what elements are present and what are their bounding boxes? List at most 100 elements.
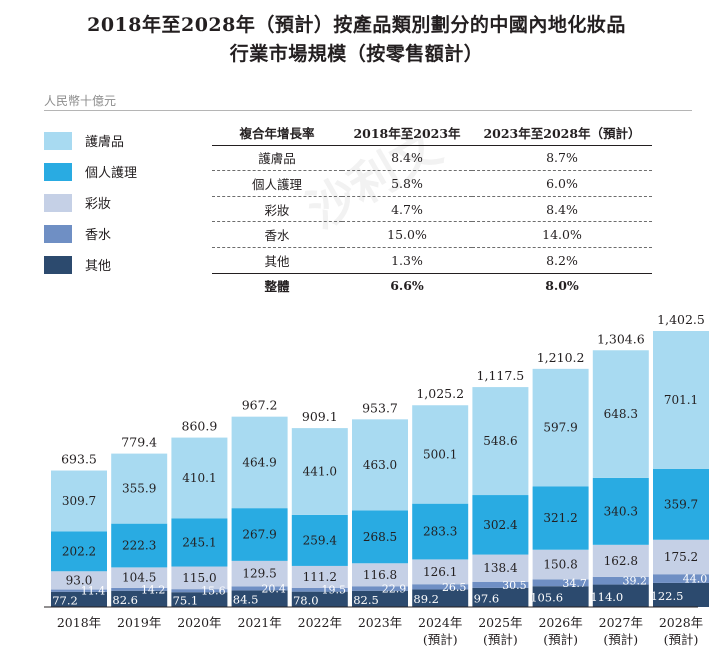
- data-label-others: 75.1: [173, 594, 199, 608]
- bar-segment: [532, 368, 589, 487]
- bar-segment: [291, 591, 348, 607]
- chart-title-line2: 行業市場規模（按零售額計）: [229, 43, 484, 65]
- cagr-row: 其他 1.3% 8.2%: [212, 247, 652, 274]
- data-label-others: 89.2: [413, 592, 439, 606]
- x-tick-label: 2019年: [117, 615, 161, 630]
- data-label-personal-care: 359.7: [664, 497, 698, 511]
- x-tick-label: 2027年: [599, 615, 643, 630]
- bar-segment: [291, 587, 348, 592]
- cagr-cell: 1.3%: [342, 247, 472, 274]
- legend-item-skincare: 護膚品: [44, 125, 137, 156]
- bar-segment: [592, 350, 649, 478]
- data-label-others: 82.6: [112, 593, 138, 607]
- data-label-skincare: 309.7: [62, 494, 96, 508]
- data-label-makeup: 150.8: [543, 558, 577, 572]
- cagr-header-cell: 2018年至2023年: [342, 120, 472, 146]
- bar-segment: [653, 574, 709, 583]
- data-label-makeup: 126.1: [423, 565, 457, 579]
- cagr-cell: 8.4%: [342, 145, 472, 172]
- bar-segment: [472, 581, 529, 588]
- bar-segment: [231, 590, 288, 607]
- bar-segment: [352, 586, 408, 591]
- bar-segment: [111, 523, 168, 568]
- bar-segment: [472, 554, 529, 582]
- cagr-cell: 彩妝: [212, 196, 342, 223]
- data-label-skincare: 410.1: [182, 471, 216, 485]
- legend-item-others: 其他: [44, 249, 137, 280]
- data-label-others: 82.5: [353, 593, 379, 607]
- bar-segment: [532, 549, 589, 580]
- cagr-cell: 5.8%: [342, 170, 472, 197]
- bar-segment: [532, 579, 589, 587]
- legend-label: 護膚品: [85, 135, 125, 150]
- data-label-total: 1,402.5: [657, 312, 705, 327]
- bar-segment: [412, 584, 469, 590]
- bar-segment: [352, 419, 408, 511]
- data-label-skincare: 355.9: [122, 482, 156, 496]
- data-label-personal-care: 268.5: [363, 530, 397, 544]
- data-label-skincare: 464.9: [242, 455, 276, 469]
- legend-label: 個人護理: [85, 166, 138, 181]
- bar-segment: [472, 495, 529, 555]
- bar-segment: [653, 468, 709, 540]
- bar-segment: [171, 592, 228, 607]
- x-tick-label: 2028年: [659, 615, 703, 630]
- legend-swatch: [44, 162, 72, 181]
- data-label-skincare: 441.0: [303, 464, 337, 478]
- cagr-cell: 個人護理: [212, 170, 342, 197]
- bar-segment: [231, 416, 288, 509]
- bar-segment: [231, 508, 288, 561]
- x-tick-sublabel: (預計): [664, 632, 699, 647]
- bar-segment: [532, 586, 589, 607]
- bar-segment: [171, 589, 228, 593]
- bar-segment: [291, 428, 348, 515]
- data-label-skincare: 500.1: [423, 447, 457, 461]
- bar-segment: [472, 587, 529, 607]
- cagr-header-row: 複合年增長率 2018年至2023年 2023年至2028年（預計）: [212, 120, 652, 146]
- cagr-cell: 其他: [212, 247, 342, 274]
- x-tick-sublabel: (預計): [423, 632, 458, 647]
- data-label-fragrance: 22.9: [382, 583, 407, 596]
- bar-segment: [352, 510, 408, 564]
- data-label-personal-care: 245.1: [182, 535, 216, 549]
- x-tick-label: 2018年: [57, 615, 101, 630]
- cagr-total-cell: 8.0%: [545, 278, 579, 294]
- bar-segment: [51, 589, 107, 592]
- data-label-fragrance: 44.0: [683, 573, 708, 586]
- cagr-cell: 15.0%: [342, 221, 472, 248]
- bar-segment: [653, 539, 709, 575]
- data-label-personal-care: 259.4: [303, 533, 338, 547]
- cagr-cell: 8.7%: [472, 145, 652, 172]
- data-label-skincare: 648.3: [604, 407, 638, 421]
- cagr-header-cell: 複合年增長率: [212, 120, 342, 146]
- data-label-total: 860.9: [182, 419, 218, 434]
- cagr-table: 複合年增長率 2018年至2023年 2023年至2028年（預計） 護膚品 8…: [212, 120, 652, 298]
- legend-label: 香水: [85, 228, 112, 243]
- cagr-cell: 4.7%: [342, 196, 472, 223]
- data-label-total: 1,117.5: [477, 368, 525, 383]
- data-label-others: 84.5: [233, 593, 259, 607]
- data-label-total: 967.2: [242, 398, 278, 413]
- data-label-others: 97.6: [474, 591, 500, 605]
- data-label-makeup: 138.4: [483, 561, 518, 575]
- data-label-makeup: 93.0: [66, 573, 93, 587]
- data-label-others: 114.0: [590, 590, 623, 604]
- cagr-cell: 香水: [212, 221, 342, 248]
- bar-segment: [412, 559, 469, 585]
- data-label-personal-care: 202.2: [62, 544, 96, 558]
- data-label-total: 1,025.2: [416, 386, 464, 401]
- x-tick-label: 2025年: [478, 615, 522, 630]
- data-label-makeup: 115.0: [182, 571, 216, 585]
- cagr-header-cell: 2023年至2028年（預計）: [472, 120, 652, 146]
- legend-swatch: [44, 224, 72, 243]
- data-label-total: 693.5: [61, 452, 97, 467]
- data-label-total: 909.1: [302, 409, 338, 424]
- bar-segment: [231, 560, 288, 587]
- bar-segment: [291, 514, 348, 566]
- data-label-makeup: 111.2: [303, 570, 337, 584]
- legend: 護膚品 個人護理 彩妝 香水 其他: [44, 125, 137, 280]
- legend-swatch: [44, 193, 72, 212]
- data-label-fragrance: 30.5: [502, 579, 527, 592]
- cagr-row: 個人護理 5.8% 6.0%: [212, 170, 652, 197]
- cagr-cell: 14.0%: [472, 221, 652, 248]
